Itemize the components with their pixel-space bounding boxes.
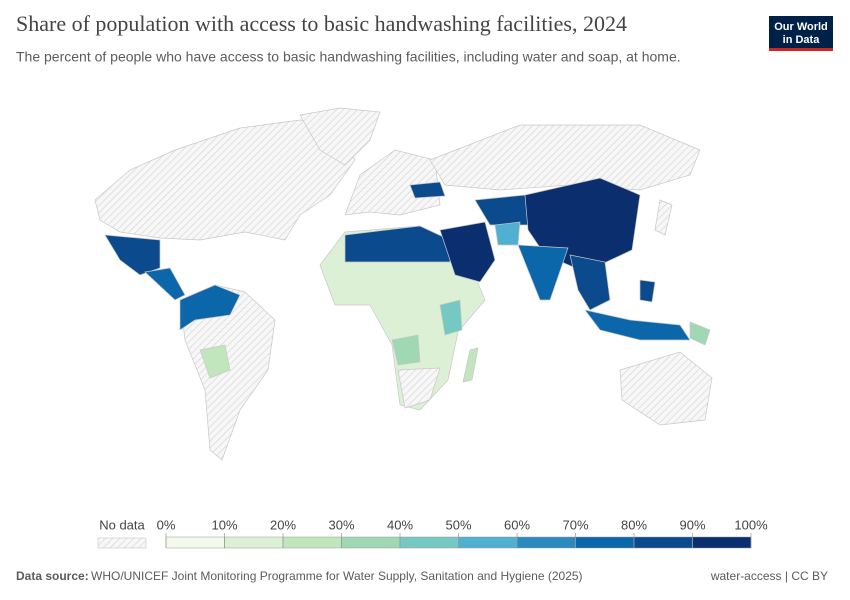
middle-east <box>439 221 496 283</box>
legend-tick-label: 0% <box>157 517 176 532</box>
south-america <box>179 284 276 461</box>
russia <box>429 124 701 191</box>
southern-africa <box>397 367 441 409</box>
europe <box>344 149 441 216</box>
afghanistan <box>494 221 521 246</box>
legend-bin <box>692 536 752 549</box>
legend-bin <box>458 536 518 549</box>
japan <box>654 199 673 236</box>
north-america <box>94 119 356 241</box>
legend-bin <box>399 536 459 549</box>
central-asia <box>474 194 531 226</box>
legend-tick-label: 50% <box>445 517 471 532</box>
indonesia <box>584 309 691 341</box>
no-data-label: No data <box>99 517 145 532</box>
bolivia <box>199 344 231 379</box>
central-america <box>144 267 186 301</box>
ukraine <box>409 181 446 199</box>
legend-bin <box>224 536 284 549</box>
source-label: Data source: <box>16 569 89 583</box>
papua <box>689 321 711 346</box>
logo-text: in Data <box>783 34 821 46</box>
legend-tick-label: 90% <box>679 517 705 532</box>
subtitle: The percent of people who have access to… <box>16 49 681 65</box>
legend-tick-label: 20% <box>270 517 296 532</box>
legend-tick-label: 60% <box>504 517 530 532</box>
legend-bin <box>165 536 225 549</box>
license: water-access | CC BY <box>710 569 828 583</box>
legend-tick-label: 40% <box>387 517 413 532</box>
colombia-venezuela <box>179 284 241 331</box>
logo-text: Our World <box>774 21 828 33</box>
title: Share of population with access to basic… <box>16 11 627 36</box>
legend-bin <box>575 536 635 549</box>
legend-tick-label: 100% <box>734 517 768 532</box>
legend-tick-label: 80% <box>621 517 647 532</box>
source: WHO/UNICEF Joint Monitoring Programme fo… <box>91 569 583 583</box>
logo-bar <box>769 48 833 51</box>
logo-box <box>769 16 833 50</box>
map <box>94 107 713 461</box>
legend-bin <box>516 536 576 549</box>
angola <box>391 334 421 366</box>
australia <box>619 351 713 426</box>
legend: No data 0% 10% 20% 30% 40% 50% 60% 70% 80% 90% 100… <box>97 517 768 549</box>
legend-tick-label: 70% <box>562 517 588 532</box>
southeast-asia <box>569 254 611 311</box>
madagascar <box>462 347 479 383</box>
greenland <box>299 107 381 166</box>
mexico <box>104 234 161 276</box>
legend-tick-label: 10% <box>211 517 237 532</box>
logo: Our World in Data <box>769 16 833 51</box>
east-africa <box>439 299 463 336</box>
no-data-swatch <box>97 537 147 549</box>
philippines <box>639 279 656 303</box>
north-africa <box>344 225 451 263</box>
india <box>517 244 569 301</box>
legend-bin <box>282 536 342 549</box>
legend-tick-label: 30% <box>328 517 354 532</box>
legend-bin <box>633 536 693 549</box>
legend-bin <box>341 536 401 549</box>
